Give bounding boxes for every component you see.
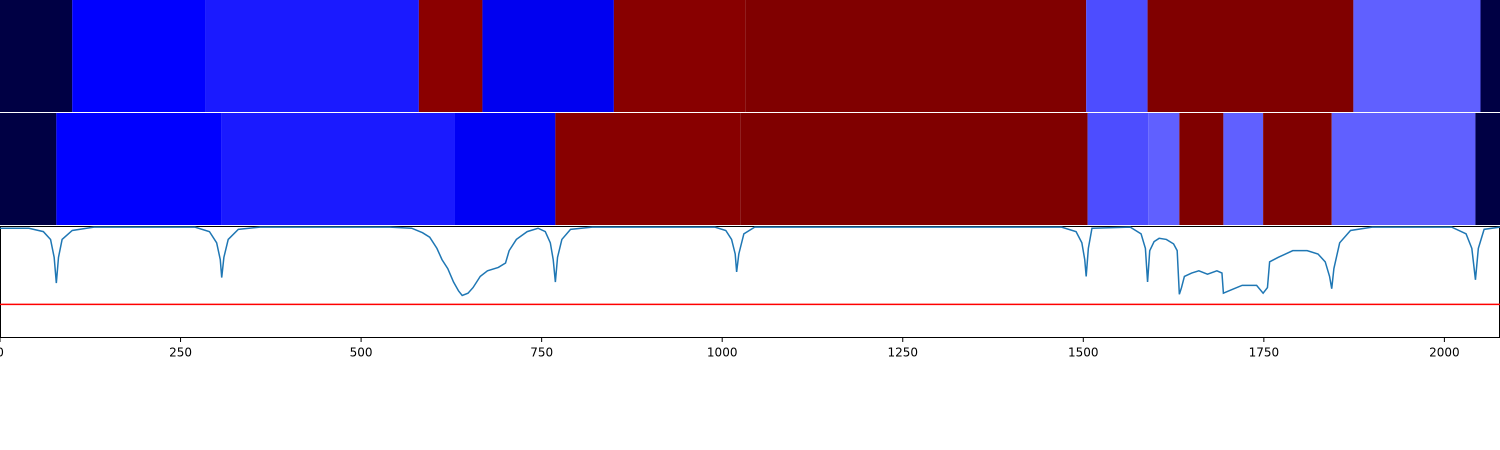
segment [1223,113,1264,225]
x-tick-label: 250 [169,346,192,360]
segment [1147,0,1354,112]
segment [1086,0,1148,112]
segment [72,0,206,112]
segment [740,113,1088,225]
x-tick-label: 500 [350,346,373,360]
segment [1475,113,1500,225]
segment [0,0,73,112]
x-tick-label: 0 [0,346,4,360]
segment [1148,113,1180,225]
segment [745,0,1087,112]
x-tick-label: 1250 [887,346,918,360]
segment [1263,113,1332,225]
segment [482,0,614,112]
segment [1087,113,1149,225]
segment [1353,0,1481,112]
plot-frame [0,226,1500,338]
segment [613,0,746,112]
curve [0,226,1500,297]
x-tick-label: 1750 [1249,346,1280,360]
segment [418,0,483,112]
segment [555,113,741,225]
segment [205,0,419,112]
x-tick-label: 1000 [707,346,738,360]
x-tick-label: 2000 [1429,346,1460,360]
x-tick-label: 1500 [1068,346,1099,360]
segment [0,113,57,225]
segment [1480,0,1500,112]
segment [56,113,222,225]
segment [1331,113,1476,225]
segment [221,113,455,225]
segment [454,113,556,225]
x-tick-label: 750 [530,346,553,360]
segment [1179,113,1224,225]
